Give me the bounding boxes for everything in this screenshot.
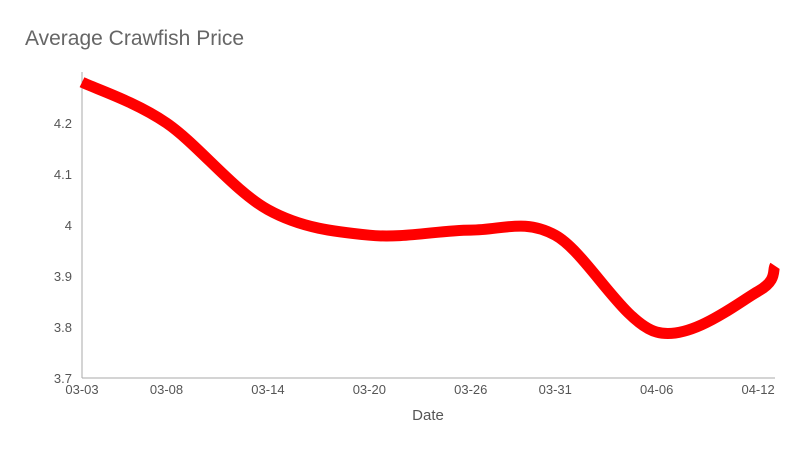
x-tick-label: 03-31	[539, 382, 572, 397]
x-axis-ticks: 03-03 03-08 03-14 03-20 03-26 03-31 04-06 04-12	[65, 382, 774, 397]
y-tick-label: 4.2	[54, 116, 72, 131]
series-layer	[79, 77, 781, 339]
x-tick-label: 03-14	[251, 382, 284, 397]
y-axis-ticks: 3.7 3.8 3.9 4 4.1 4.2	[54, 116, 72, 386]
x-tick-label: 04-12	[741, 382, 774, 397]
y-tick-label: 4.1	[54, 167, 72, 182]
series-line	[79, 77, 781, 339]
x-tick-label: 03-08	[150, 382, 183, 397]
x-tick-label: 03-20	[353, 382, 386, 397]
x-tick-label: 03-03	[65, 382, 98, 397]
chart-title: Average Crawfish Price	[25, 27, 245, 50]
y-tick-label: 4	[65, 218, 72, 233]
y-tick-label: 3.8	[54, 320, 72, 335]
x-axis-title: Date	[412, 407, 444, 424]
x-tick-label: 03-26	[454, 382, 487, 397]
y-tick-label: 3.7	[54, 371, 72, 386]
x-tick-label: 04-06	[640, 382, 673, 397]
y-tick-label: 3.9	[54, 269, 72, 284]
